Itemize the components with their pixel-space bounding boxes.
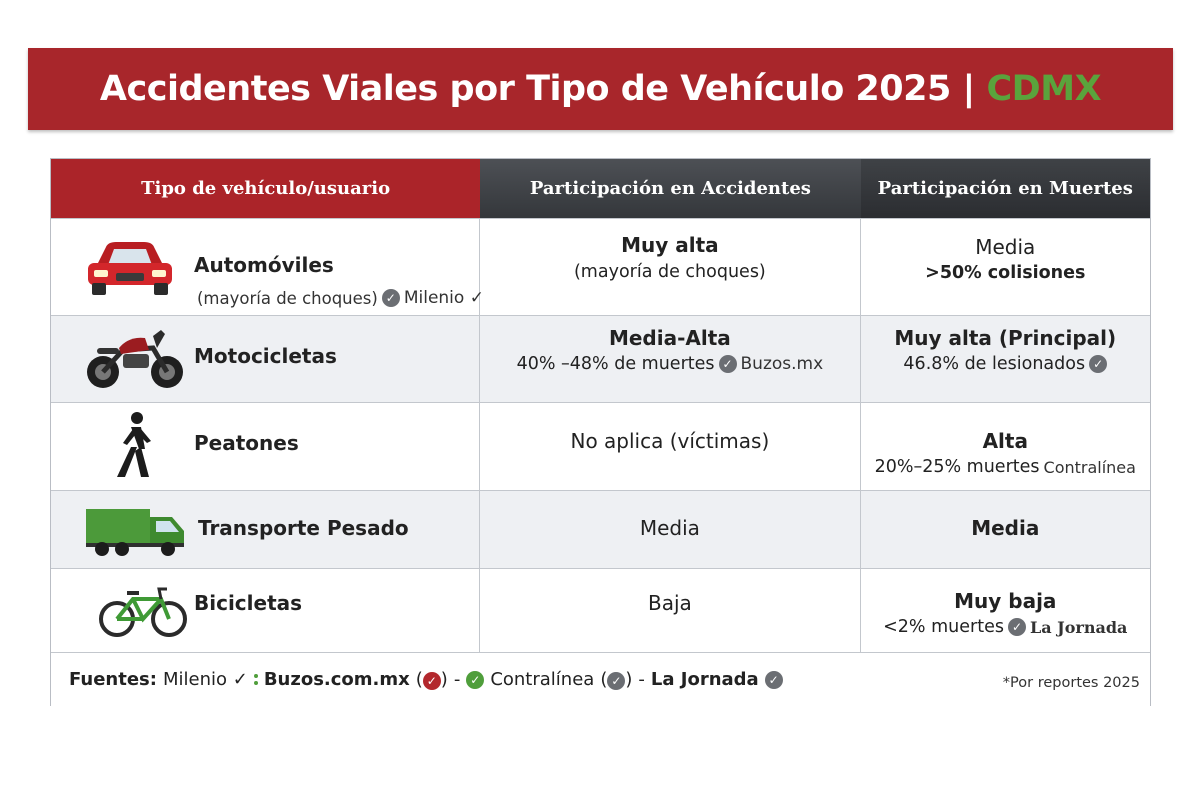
- vehicle-name: Automóviles: [194, 253, 334, 277]
- source-buzos: Buzos.com.mx: [263, 669, 410, 690]
- accidents-level: Media: [639, 516, 700, 540]
- check-icon: ✓: [466, 670, 485, 689]
- source-label: Contralínea: [1043, 457, 1136, 477]
- deaths-cell: Media: [861, 491, 1150, 568]
- source-la-jornada: La Jornada: [650, 669, 759, 690]
- deaths-detail: >50% colisiones: [925, 263, 1086, 283]
- accidents-detail: (mayoría de choques): [573, 262, 766, 282]
- vehicle-name: Peatones: [194, 431, 299, 455]
- footnote: *Por reportes 2025: [1002, 675, 1140, 691]
- header-accidents-share: Participación en Accidentes: [480, 159, 861, 218]
- vehicle-name: Transporte Pesado: [198, 516, 409, 540]
- deaths-detail: 46.8% de lesionados ✓: [903, 354, 1108, 374]
- check-icon: ✓: [607, 672, 626, 690]
- vehicle-name: Motocicletas: [194, 344, 337, 368]
- vehicle-note: (mayoría de choques) ✓ Milenio ✓: [197, 288, 484, 308]
- check-icon: ✓: [718, 355, 737, 373]
- check-icon: ✓: [422, 672, 441, 690]
- table-row: Peatones No aplica (víctimas) Alta 20%–2…: [51, 402, 1150, 490]
- table-row: Motocicletas Media-Alta 40% –48% de muer…: [51, 315, 1150, 402]
- accidents-detail: 40% –48% de muertes ✓ Buzos.mx: [516, 354, 824, 374]
- table-header: Tipo de vehículo/usuario Participación e…: [51, 159, 1150, 218]
- accidents-table: Tipo de vehículo/usuario Participación e…: [50, 158, 1151, 706]
- source-milenio: Milenio ✓: [162, 669, 248, 690]
- source-label: La Jornada: [1029, 617, 1128, 637]
- bicycle-icon: [99, 587, 187, 637]
- table-row: Transporte Pesado Media Media: [51, 490, 1150, 568]
- car-icon: [88, 242, 172, 295]
- accidents-cell: Media-Alta 40% –48% de muertes ✓ Buzos.m…: [480, 316, 861, 402]
- vehicle-name: Bicicletas: [194, 591, 303, 615]
- motorcycle-icon: [87, 330, 183, 388]
- vehicle-cell: Bicicletas: [51, 569, 481, 652]
- deaths-cell: Muy baja <2% muertes ✓ La Jornada: [861, 569, 1150, 652]
- accidents-level: Media-Alta: [608, 326, 731, 350]
- deaths-level: Media: [975, 235, 1036, 259]
- header-deaths-share: Participación en Muertes: [860, 159, 1150, 218]
- deaths-level: Alta: [982, 429, 1028, 453]
- header-vehicle-type: Tipo de vehículo/usuario: [51, 159, 481, 218]
- vehicle-cell: Transporte Pesado: [51, 491, 481, 568]
- dots-icon: [253, 674, 258, 685]
- page-title: Accidentes Viales por Tipo de Vehículo 2…: [99, 69, 1102, 109]
- deaths-level: Media: [971, 516, 1040, 540]
- check-icon: ✓: [381, 289, 400, 307]
- accidents-cell: No aplica (víctimas): [480, 403, 861, 490]
- table-row: Bicicletas Baja Muy baja <2% muertes ✓ L…: [51, 568, 1150, 652]
- deaths-cell: Media >50% colisiones: [861, 219, 1150, 315]
- check-icon: ✓: [764, 670, 783, 689]
- accidents-level: Baja: [647, 591, 692, 615]
- accidents-cell: Baja: [480, 569, 861, 652]
- check-icon: ✓: [1007, 618, 1026, 636]
- sources-label: Fuentes:: [69, 669, 157, 690]
- vehicle-cell: Motocicletas: [51, 316, 481, 402]
- deaths-level: Muy alta (Principal): [894, 326, 1117, 350]
- source-contralinea: Contralínea: [490, 669, 595, 690]
- deaths-cell: Muy alta (Principal) 46.8% de lesionados…: [861, 316, 1150, 402]
- sources-footer: Fuentes: Milenio ✓ Buzos.com.mx (✓) - ✓ …: [51, 652, 1150, 706]
- vehicle-cell: Automóviles (mayoría de choques) ✓ Milen…: [51, 219, 484, 315]
- accidents-level: No aplica (víctimas): [570, 429, 770, 453]
- sources-list: Fuentes: Milenio ✓ Buzos.com.mx (✓) - ✓ …: [69, 669, 783, 690]
- deaths-detail: <2% muertes ✓ La Jornada: [883, 617, 1128, 637]
- accidents-cell: Media: [480, 491, 861, 568]
- accidents-level: Muy alta: [621, 233, 719, 257]
- check-icon: ✓: [1089, 355, 1108, 373]
- truck-icon: [86, 509, 184, 556]
- deaths-cell: Alta 20%–25% muertes Contralínea: [861, 403, 1150, 490]
- table-row: Automóviles (mayoría de choques) ✓ Milen…: [51, 218, 1150, 315]
- title-banner: Accidentes Viales por Tipo de Vehículo 2…: [28, 48, 1173, 130]
- source-label: Milenio ✓: [403, 288, 484, 308]
- accidents-cell: Muy alta (mayoría de choques): [480, 219, 861, 315]
- vehicle-cell: Peatones: [51, 403, 481, 490]
- pedestrian-icon: [117, 412, 151, 477]
- deaths-level: Muy baja: [954, 589, 1057, 613]
- title-accent: CDMX: [986, 69, 1102, 109]
- source-label: Buzos.mx: [740, 354, 824, 374]
- deaths-detail: 20%–25% muertes Contralínea: [874, 457, 1136, 477]
